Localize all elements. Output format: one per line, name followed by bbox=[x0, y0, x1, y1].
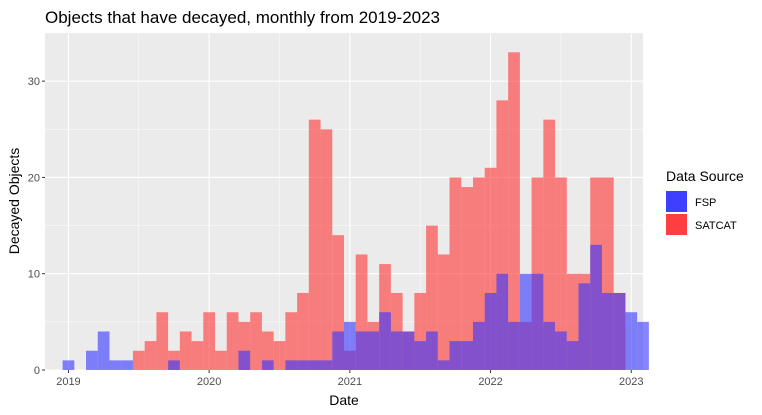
y-tick-label: 10 bbox=[28, 269, 40, 281]
bar-fsp bbox=[379, 312, 391, 370]
bar-satcat bbox=[601, 177, 614, 370]
bar-satcat bbox=[238, 321, 251, 370]
bar-fsp bbox=[86, 350, 98, 370]
bar-fsp bbox=[297, 360, 309, 370]
bar-fsp bbox=[531, 273, 544, 370]
chart-title: Objects that have decayed, monthly from … bbox=[45, 8, 440, 27]
bar-fsp bbox=[519, 273, 532, 370]
bar-satcat bbox=[273, 341, 286, 370]
bar-fsp bbox=[601, 292, 614, 370]
bar-satcat bbox=[543, 119, 556, 371]
bar-fsp bbox=[355, 331, 368, 370]
bar-satcat bbox=[297, 292, 309, 370]
bar-satcat bbox=[484, 167, 497, 370]
bar-satcat bbox=[308, 119, 321, 371]
legend-label-fsp: FSP bbox=[695, 197, 716, 209]
bar-satcat bbox=[144, 341, 157, 370]
x-tick-label: 2021 bbox=[338, 376, 362, 388]
x-tick-label: 2023 bbox=[619, 376, 643, 388]
bar-fsp bbox=[261, 360, 274, 370]
bar-fsp bbox=[496, 273, 509, 370]
bar-satcat bbox=[414, 292, 427, 370]
bar-fsp bbox=[449, 341, 462, 370]
bar-satcat bbox=[437, 254, 450, 370]
bar-fsp bbox=[555, 331, 567, 370]
bar-satcat bbox=[179, 331, 192, 370]
bar-satcat bbox=[461, 187, 473, 370]
bar-fsp bbox=[320, 360, 333, 370]
x-tick-label: 2019 bbox=[56, 376, 80, 388]
bar-fsp bbox=[625, 312, 638, 370]
bar-fsp bbox=[461, 341, 473, 370]
bar-satcat bbox=[332, 235, 344, 370]
y-tick-label: 30 bbox=[28, 76, 40, 88]
bar-fsp bbox=[308, 360, 321, 370]
legend-label-satcat: SATCAT bbox=[695, 220, 737, 232]
series-fsp-bars bbox=[62, 244, 649, 370]
bar-fsp bbox=[238, 350, 251, 370]
legend-key-fsp bbox=[666, 191, 687, 212]
bar-fsp bbox=[285, 360, 298, 370]
bar-satcat bbox=[555, 177, 567, 370]
bar-fsp bbox=[414, 341, 427, 370]
bar-satcat bbox=[508, 52, 520, 370]
bar-fsp bbox=[168, 360, 180, 370]
bar-fsp bbox=[97, 331, 110, 370]
bar-fsp bbox=[566, 341, 579, 370]
bar-fsp bbox=[109, 360, 122, 370]
y-tick-label: 0 bbox=[34, 365, 40, 377]
bar-fsp bbox=[543, 321, 556, 370]
bar-satcat bbox=[355, 254, 368, 370]
bar-satcat bbox=[261, 331, 274, 370]
bar-fsp bbox=[484, 292, 497, 370]
bar-satcat bbox=[156, 312, 169, 370]
legend: Data Source FSP SATCAT bbox=[666, 168, 744, 235]
bar-satcat bbox=[191, 341, 204, 370]
bar-fsp bbox=[332, 331, 344, 370]
axis-ticks: 0 10 20 30 2019 2020 2021 2022 2023 bbox=[28, 76, 644, 388]
bar-fsp bbox=[613, 292, 626, 370]
y-axis-title: Decayed Objects bbox=[6, 148, 22, 255]
bar-fsp bbox=[590, 244, 602, 370]
legend-title: Data Source bbox=[666, 168, 744, 184]
bar-fsp bbox=[437, 360, 450, 370]
bar-fsp bbox=[472, 321, 485, 370]
bar-fsp bbox=[508, 321, 520, 370]
bar-satcat bbox=[132, 350, 145, 370]
bar-fsp bbox=[390, 331, 403, 370]
bar-satcat bbox=[215, 350, 227, 370]
x-tick-label: 2022 bbox=[478, 376, 502, 388]
bar-fsp bbox=[344, 321, 356, 370]
bar-satcat bbox=[496, 100, 509, 371]
bar-fsp bbox=[637, 321, 649, 370]
x-tick-label: 2020 bbox=[197, 376, 221, 388]
bar-fsp bbox=[402, 331, 415, 370]
bar-satcat bbox=[226, 312, 239, 370]
bar-satcat bbox=[285, 312, 298, 370]
y-tick-label: 20 bbox=[28, 172, 40, 184]
legend-key-satcat bbox=[666, 214, 687, 235]
x-axis-title: Date bbox=[329, 392, 359, 408]
bar-satcat bbox=[203, 312, 216, 370]
bar-fsp bbox=[367, 331, 380, 370]
bar-satcat bbox=[449, 177, 462, 370]
bar-satcat bbox=[566, 273, 579, 370]
bar-satcat bbox=[472, 177, 485, 370]
bar-satcat bbox=[426, 225, 438, 370]
bar-satcat bbox=[320, 129, 333, 370]
bar-fsp bbox=[578, 283, 591, 370]
bar-fsp bbox=[426, 331, 438, 370]
bar-fsp bbox=[62, 360, 75, 370]
bar-satcat bbox=[250, 312, 262, 370]
bar-fsp bbox=[121, 360, 133, 370]
